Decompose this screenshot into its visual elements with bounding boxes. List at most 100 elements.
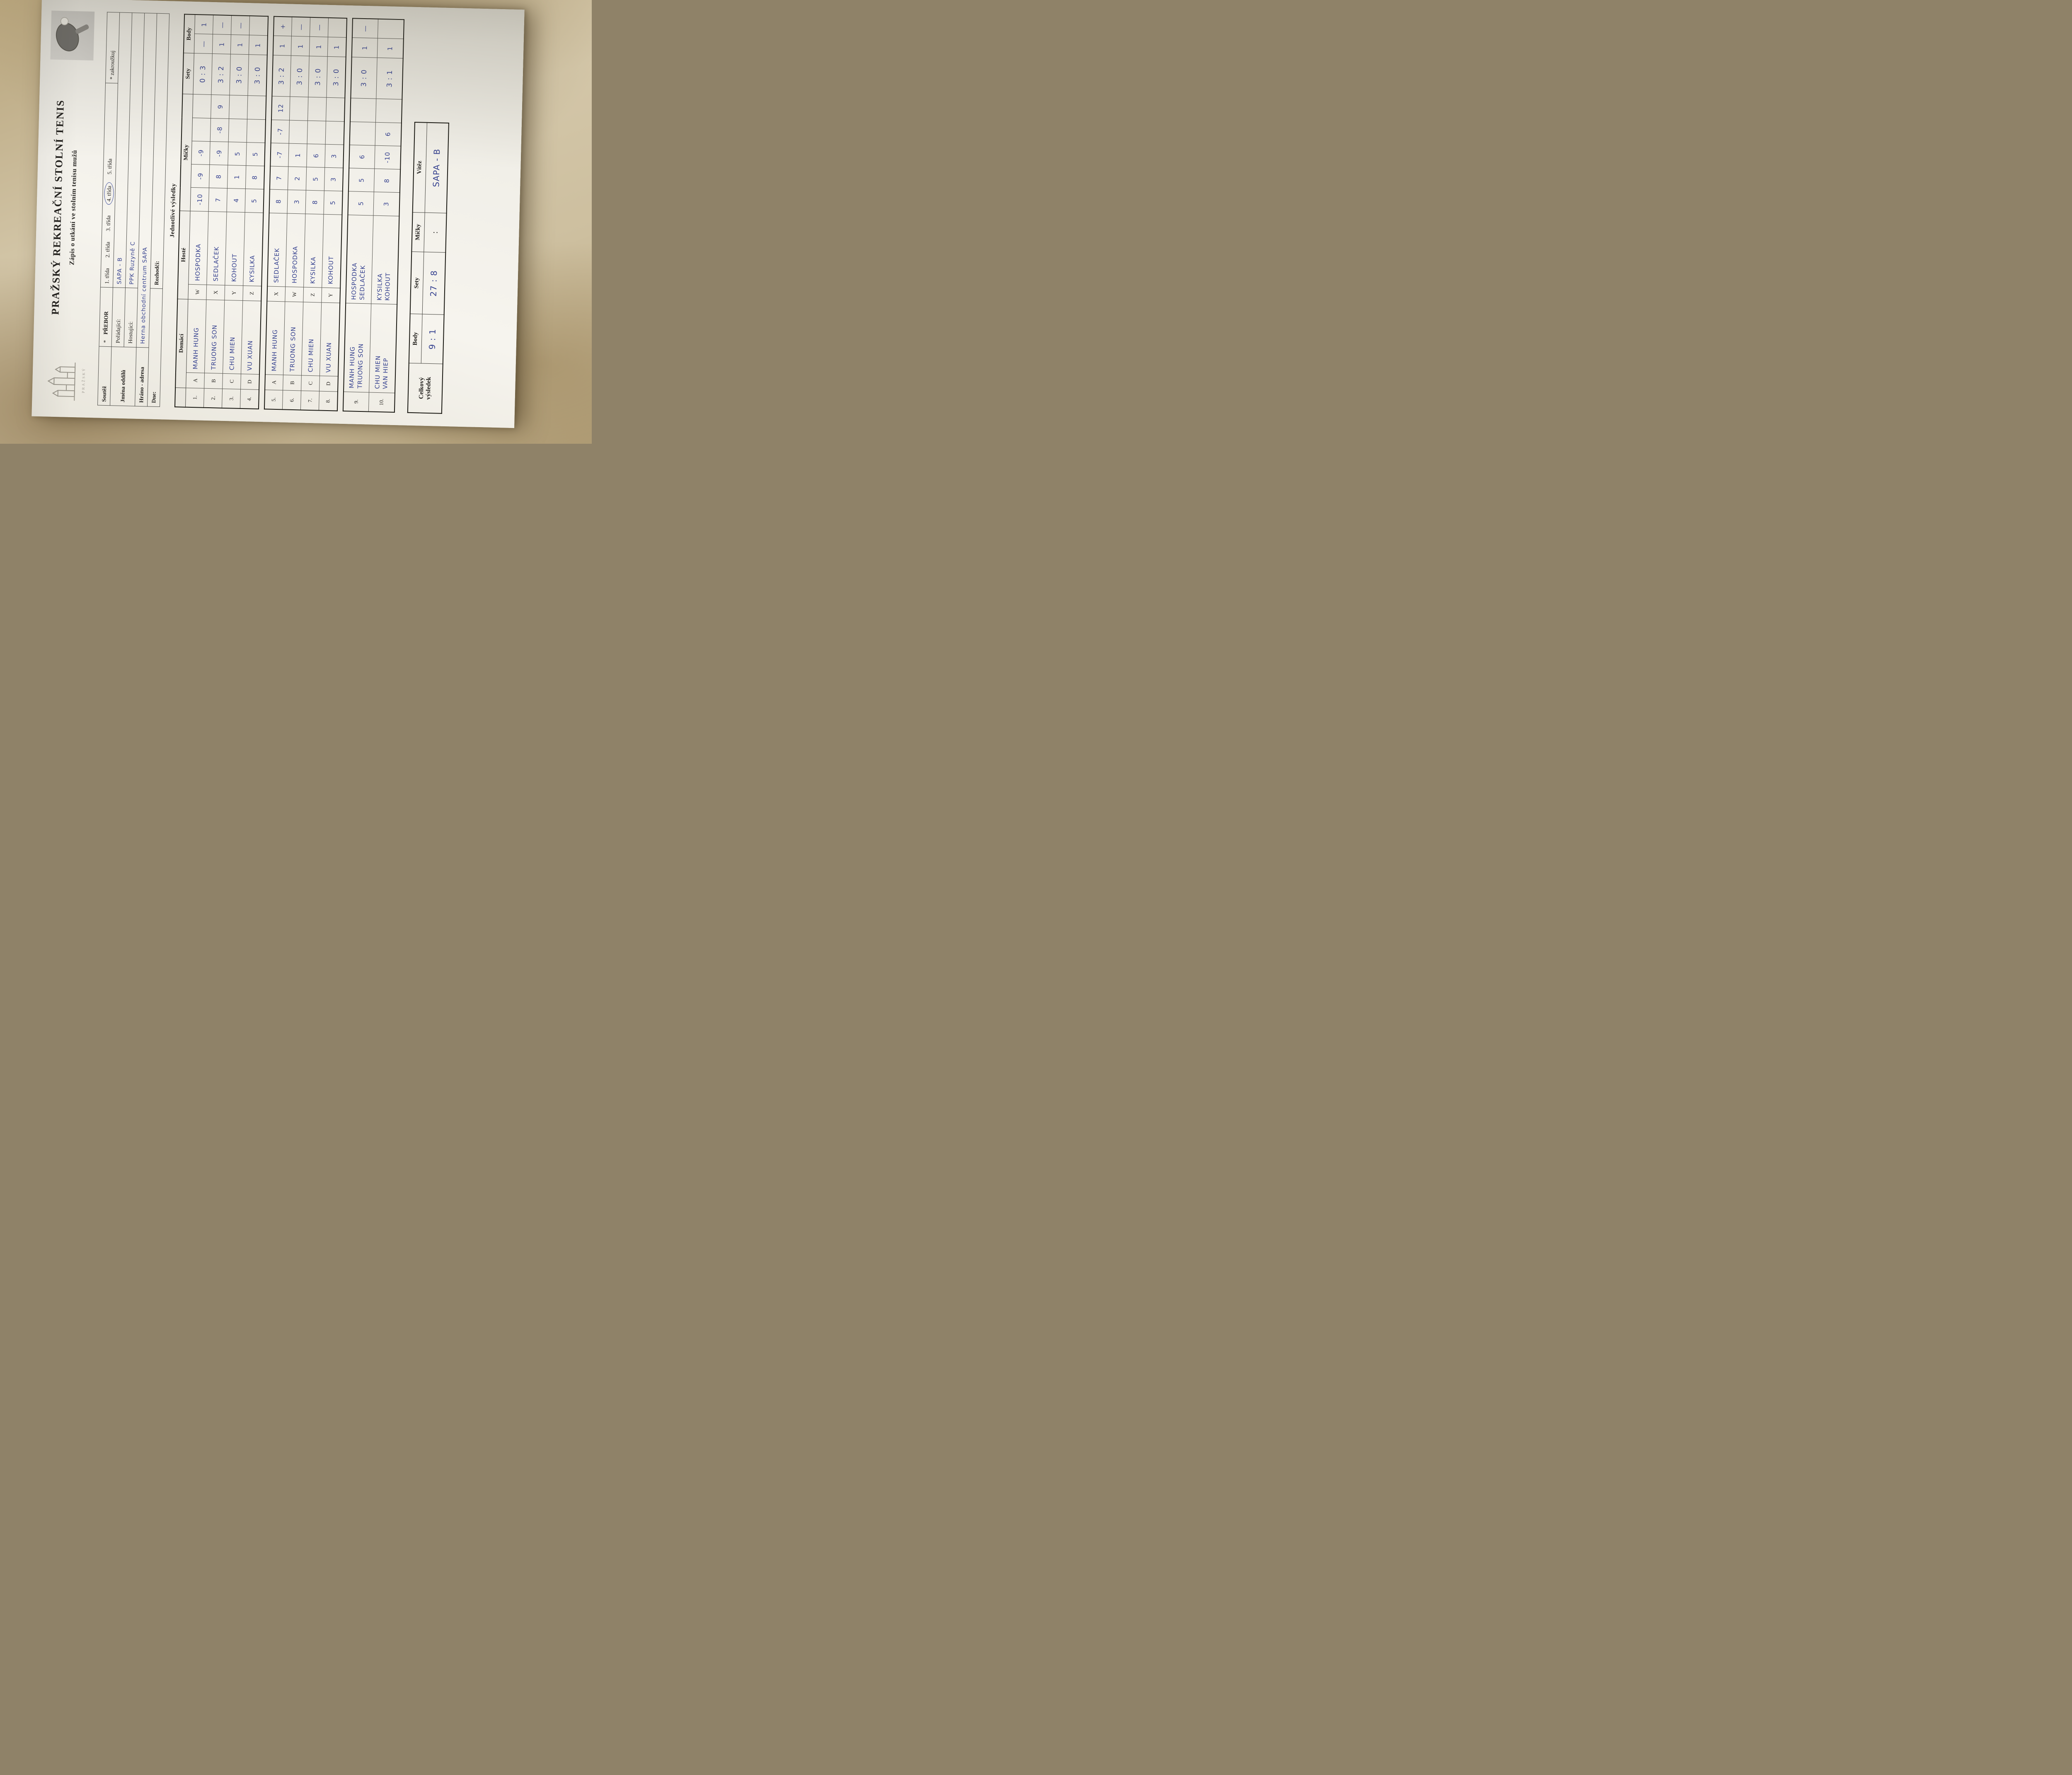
guest-point: — <box>231 15 250 36</box>
set3-balls: 5 <box>246 142 265 166</box>
club-logo: PRAŽSKÝ <box>42 354 86 405</box>
home-letter: C <box>222 373 241 389</box>
guest-letter: X <box>266 286 286 302</box>
home-letter: A <box>186 372 205 388</box>
home-point: 1 <box>249 35 268 56</box>
set1-balls: 8 <box>269 189 288 213</box>
guest-pair: KYSILKA KOHOUT <box>371 215 399 305</box>
set5-balls <box>375 99 402 123</box>
match-number: 3. <box>222 389 241 409</box>
set5-balls <box>192 94 212 118</box>
guest-player: HOSPODKA <box>188 210 209 285</box>
guest-player: HOSPODKA <box>285 213 306 287</box>
home-player: TRUONG SON <box>283 302 303 376</box>
guest-letter: W <box>188 284 207 300</box>
set2-balls: -9 <box>191 164 210 188</box>
set4-balls <box>192 117 211 142</box>
summary-table: Celkový výsledek Body Sety Míčky Vítěz 9… <box>407 122 449 414</box>
home-player: VU XUAN <box>320 302 340 377</box>
summary-body-label: Body <box>409 314 423 364</box>
sets-score: 3 : 0 <box>290 56 310 97</box>
set3-balls: -9 <box>191 141 211 165</box>
club-logo-icon <box>47 363 76 401</box>
summary-section: Celkový výsledek Body Sety Míčky Vítěz 9… <box>407 19 451 414</box>
sets-score: 3 : 0 <box>350 57 378 99</box>
set1-balls: 5 <box>348 191 374 215</box>
summary-balls-label: Míčky <box>411 212 425 252</box>
points-col-header: Body <box>184 14 195 53</box>
guest-point: 1 <box>194 15 213 35</box>
home-point: 1 <box>377 38 404 59</box>
class-option-4-circled: 4. třída <box>104 182 114 205</box>
home-player: VU XUAN <box>241 300 261 375</box>
venue-label: Hráno - adresa <box>135 347 149 407</box>
guest-point: — <box>310 17 329 37</box>
match-number: 4. <box>240 389 259 409</box>
match-number: 9. <box>343 392 369 412</box>
guest-pair-player-2: SEDLAČEK <box>359 265 367 300</box>
set5-balls <box>307 97 327 121</box>
set5-balls: 9 <box>211 94 230 119</box>
sets-score: 0 : 3 <box>193 53 213 95</box>
home-point: 1 <box>212 34 231 54</box>
set1-balls: 5 <box>245 189 264 213</box>
home-player: CHU MIEN <box>301 302 322 376</box>
set4-balls <box>307 120 326 145</box>
set3-balls: 1 <box>288 143 307 167</box>
results-table-singles-1: Domácí Hosté Míčky Sety Body 1. A MANH H… <box>174 14 269 410</box>
set1-balls: -10 <box>190 187 209 212</box>
match-number: 2. <box>203 388 223 408</box>
summary-sets-label: Sety <box>410 251 424 314</box>
results-table-doubles: 9. MANH HUNG TRUONG SON HOSPODKA SEDLAČE… <box>342 18 404 413</box>
home-letter: B <box>283 375 302 391</box>
match-number: 5. <box>264 389 283 410</box>
club-logo-caption: PRAŽSKÝ <box>81 367 86 393</box>
num-col-header <box>175 387 186 407</box>
set3-balls: 6 <box>349 145 375 169</box>
set4-balls <box>349 121 376 146</box>
set2-balls: 1 <box>227 165 246 189</box>
match-info-table: Soutěž * PŘEBOR 1. třída 2. třída 3. tří… <box>97 12 169 407</box>
set5-balls <box>247 95 266 120</box>
sets-score: 3 : 0 <box>248 55 267 97</box>
sets-score: 3 : 0 <box>308 56 328 98</box>
guest-letter: X <box>206 285 225 300</box>
sets-score: 3 : 0 <box>326 56 346 98</box>
set4-balls <box>289 120 308 144</box>
home-point: 1 <box>351 38 378 58</box>
home-point: 1 <box>291 36 310 56</box>
titles: PRAŽSKÝ REKREAČNÍ STOLNÍ TENIS Zápis o u… <box>43 60 81 355</box>
home-letter: A <box>264 375 283 390</box>
set4-balls: 6 <box>375 122 402 146</box>
guest-letter: Y <box>224 285 243 301</box>
sets-score: 3 : 1 <box>376 58 403 100</box>
set5-balls <box>326 97 345 121</box>
photo-scene: PRAŽSKÝ PRAŽSKÝ REKREAČNÍ STOLNÍ TENIS Z… <box>0 0 592 444</box>
guest-point: — <box>213 15 232 35</box>
table-tennis-racket-icon <box>56 17 89 51</box>
set3-balls: -9 <box>209 141 229 165</box>
overall-result-label: Celkový výsledek <box>407 363 443 414</box>
home-player: TRUONG SON <box>204 300 225 374</box>
home-letter: D <box>240 374 259 390</box>
guest-player: SEDLAČEK <box>267 213 288 287</box>
set5-balls <box>229 95 248 119</box>
set5-balls <box>350 98 376 122</box>
date-label: Dne: <box>147 288 163 407</box>
guest-player: KYSILKA <box>243 212 264 286</box>
visiting-label: Hostující: <box>124 288 138 347</box>
set1-balls: 8 <box>305 190 324 214</box>
guest-point <box>328 17 347 38</box>
home-point: — <box>194 34 213 54</box>
star-mark: * <box>102 340 109 343</box>
match-number: 8. <box>319 391 338 411</box>
competition-type: * PŘEBOR <box>99 287 113 347</box>
sheet-header: PRAŽSKÝ PRAŽSKÝ REKREAČNÍ STOLNÍ TENIS Z… <box>42 10 104 406</box>
set4-balls <box>325 121 344 145</box>
set3-balls: -7 <box>270 143 289 167</box>
guest-point: + <box>273 16 292 36</box>
page-subtitle: Zápis o utkání ve stolním tenisu mužů <box>68 150 79 266</box>
guest-letter: Z <box>303 287 322 303</box>
guest-pair: HOSPODKA SEDLAČEK <box>345 215 374 304</box>
prebor-label: PŘEBOR <box>102 311 109 335</box>
